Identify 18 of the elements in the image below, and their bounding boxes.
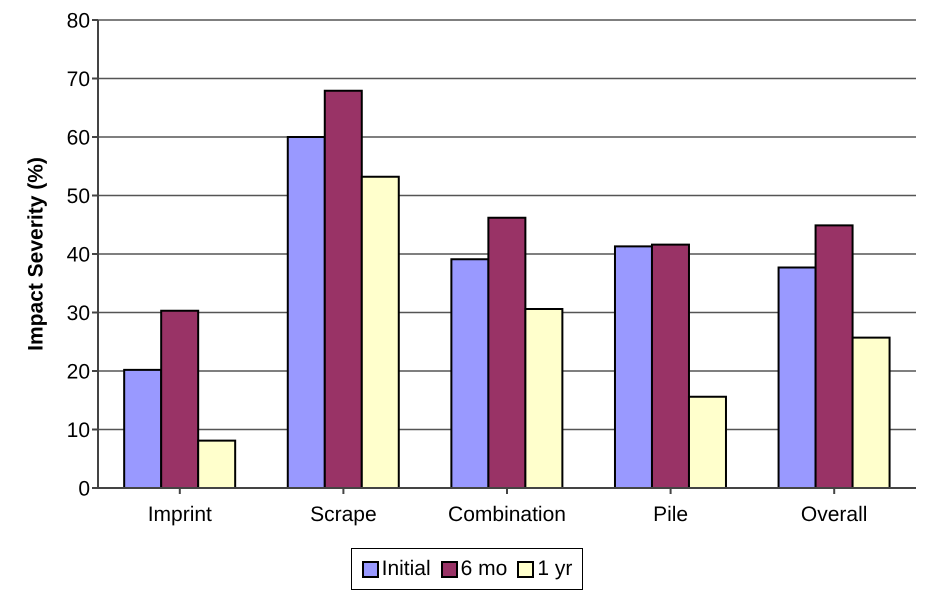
legend-label: 1 yr [537,557,572,581]
y-tick-label: 50 [66,184,90,208]
y-tick-label: 10 [66,418,90,442]
legend-label: 6 mo [460,557,508,581]
y-tick-label: 40 [66,243,90,266]
y-tick-label: 80 [66,9,90,32]
y-tick-label: 70 [66,68,90,91]
x-tick-label: Scrape [310,502,377,526]
x-tick-label: Overall [800,502,868,526]
y-axis-title: Impact Severity (%) [24,157,48,351]
x-tick-label: Pile [653,502,688,526]
y-tick-label: 0 [78,477,90,500]
x-tick-label: Combination [448,502,566,526]
x-tick-label: Imprint [148,502,212,526]
y-tick-label: 30 [66,302,90,325]
y-tick-label: 20 [66,360,90,384]
y-tick-label: 60 [66,126,90,150]
legend-label: Initial [382,557,431,581]
